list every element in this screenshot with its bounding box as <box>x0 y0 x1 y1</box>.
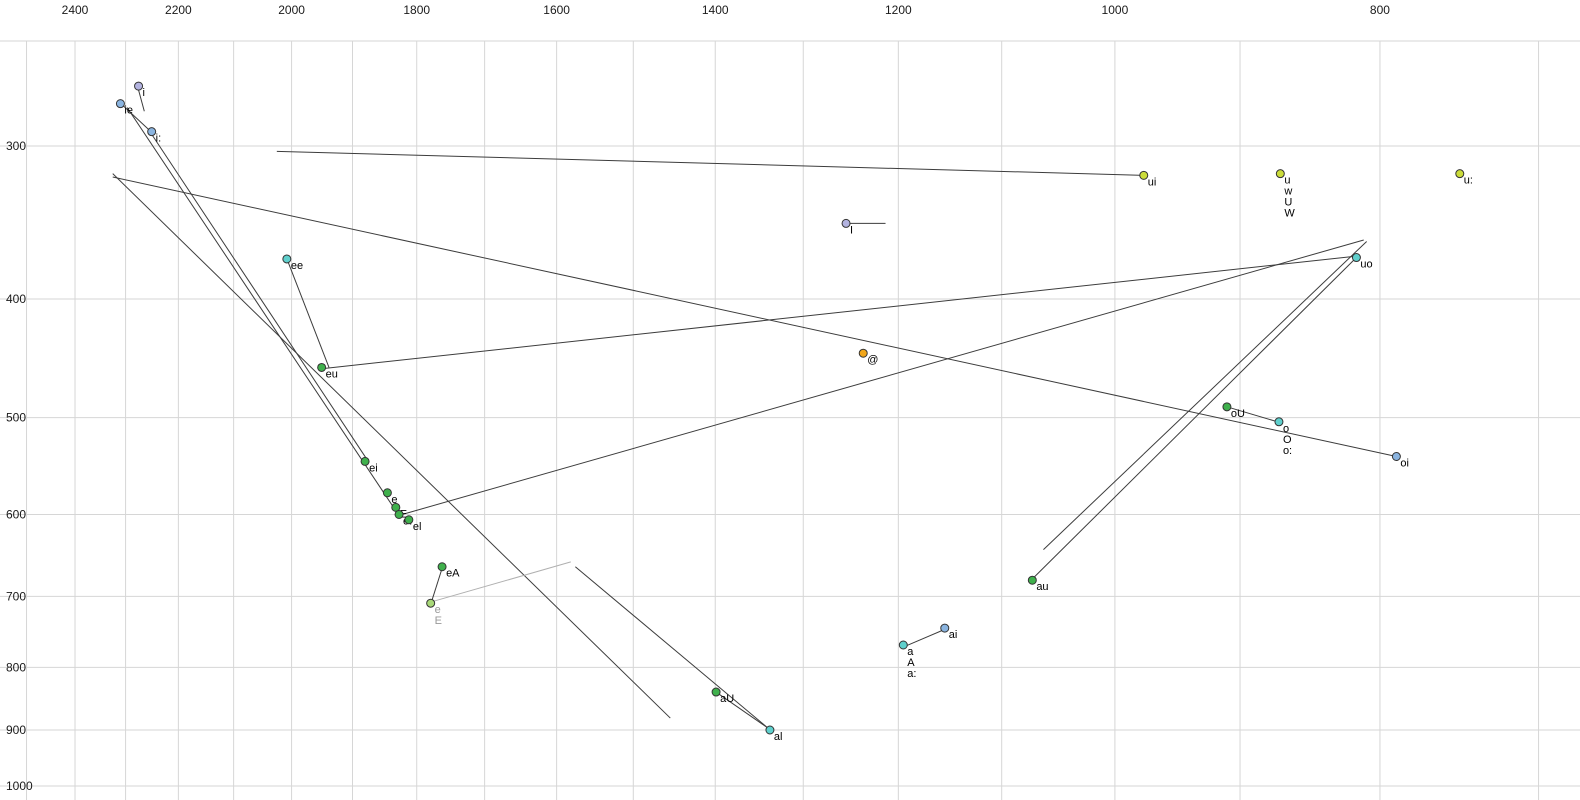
x-tick-label: 2200 <box>165 3 192 17</box>
x-tick-label: 1400 <box>702 3 729 17</box>
vowel-point <box>360 456 370 466</box>
vowel-label: o: <box>1283 445 1292 457</box>
trajectory-line <box>431 568 443 601</box>
vowel-label: a: <box>907 668 916 680</box>
vowel-label: i <box>143 87 145 99</box>
vowel-label: E <box>435 615 442 627</box>
x-tick-label: 1800 <box>403 3 430 17</box>
vowel-label: W <box>1284 208 1295 220</box>
vowel-label: ui <box>1148 176 1157 188</box>
vowel-label: w <box>1283 186 1292 198</box>
vowel-label: u <box>1284 175 1290 187</box>
trajectory-line <box>287 261 330 368</box>
vowel-label: au <box>1036 581 1048 593</box>
vowel-label: el <box>413 521 422 533</box>
vowel-label: e <box>435 604 441 616</box>
vowel-label: a <box>907 646 914 658</box>
vowel-label: o <box>1283 423 1289 435</box>
vowel-label: oi <box>1400 458 1409 470</box>
vowel-label: al <box>774 731 783 743</box>
vowel-label: @ <box>867 354 878 366</box>
vowel-point <box>841 218 851 228</box>
vowel-point <box>898 640 908 650</box>
vowel-point <box>1139 170 1149 180</box>
trajectory-line <box>1033 257 1357 579</box>
vowel-point <box>134 81 144 91</box>
vowel-point <box>1455 169 1465 179</box>
vowel-point <box>1027 575 1037 585</box>
trajectory-line <box>716 692 770 730</box>
trajectory-line <box>322 255 1357 370</box>
trajectory-line <box>398 239 1364 516</box>
vowel-point <box>282 254 292 264</box>
vowel-label: ie <box>124 105 133 117</box>
vowel-point <box>765 725 775 735</box>
trajectory-line <box>1043 241 1368 550</box>
vowel-point <box>437 562 447 572</box>
x-tick-label: 2000 <box>278 3 305 17</box>
vowel-label: A <box>907 657 915 669</box>
vowel-point <box>147 127 157 137</box>
y-tick-label: 800 <box>6 660 26 674</box>
vowel-label: oU <box>1231 408 1245 420</box>
vowel-point <box>1274 417 1284 427</box>
vowel-point <box>1222 402 1232 412</box>
vowel-label: aU <box>720 693 734 705</box>
y-tick-label: 300 <box>6 139 26 153</box>
vowel-label: uo <box>1360 259 1372 271</box>
vowel-label: eu <box>326 368 338 380</box>
vowel-point <box>858 348 868 358</box>
y-tick-label: 900 <box>6 723 26 737</box>
vowel-label: i: <box>156 133 162 145</box>
y-tick-label: 600 <box>6 507 26 521</box>
x-tick-label: 800 <box>1370 3 1390 17</box>
trajectory-line <box>150 133 368 460</box>
vowel-label: e <box>391 494 397 506</box>
x-tick-label: 1200 <box>885 3 912 17</box>
trajectory-line <box>112 176 1397 457</box>
vowel-point <box>115 99 125 109</box>
x-tick-label: 2400 <box>62 3 89 17</box>
vowel-label: ai <box>949 629 958 641</box>
vowel-point <box>404 515 414 525</box>
vowel-point <box>317 362 327 372</box>
vowel-point <box>1391 452 1401 462</box>
vowel-point <box>382 488 392 498</box>
vowel-label: ee <box>291 260 303 272</box>
vowel-label: u: <box>1464 175 1473 187</box>
vowel-label: O <box>1283 434 1292 446</box>
trajectory-line <box>126 107 398 513</box>
trajectory-line <box>112 173 671 719</box>
trajectory-line <box>137 87 145 112</box>
vowel-point <box>940 623 950 633</box>
y-tick-label: 1000 <box>6 779 33 793</box>
vowel-label: ei <box>369 462 378 474</box>
vowel-point <box>394 509 404 519</box>
vowel-point <box>1351 253 1361 263</box>
vowel-point <box>426 598 436 608</box>
y-tick-label: 700 <box>6 589 26 603</box>
y-tick-label: 500 <box>6 411 26 425</box>
x-tick-label: 1600 <box>543 3 570 17</box>
vowel-label: eA <box>446 568 460 580</box>
trajectory-line <box>276 150 1144 176</box>
vowel-label: I <box>850 224 853 236</box>
trajectory-line <box>431 561 571 603</box>
y-tick-label: 400 <box>6 292 26 306</box>
trajectory-line <box>1226 406 1278 423</box>
vowel-point <box>711 687 721 697</box>
vowel-point <box>391 502 401 512</box>
x-tick-label: 1000 <box>1102 3 1129 17</box>
trajectory-line <box>575 566 769 729</box>
trajectory-line <box>120 103 150 131</box>
vowel-label: U <box>1284 197 1292 209</box>
vowel-point <box>1275 169 1285 179</box>
trajectory-line <box>903 629 943 648</box>
